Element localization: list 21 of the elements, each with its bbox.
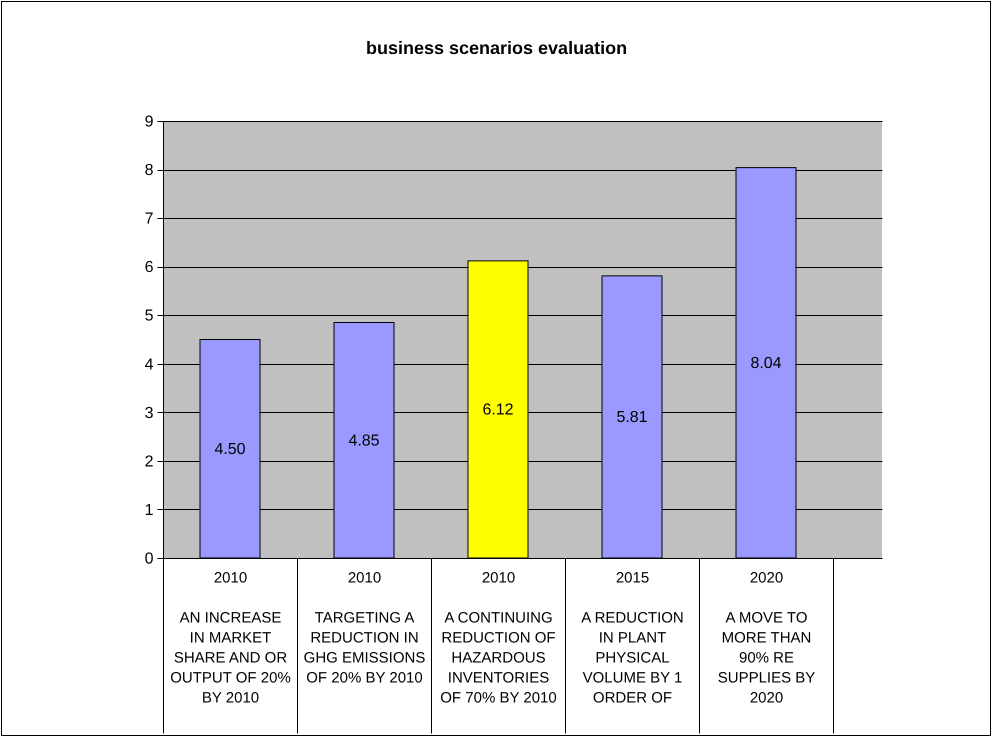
category-label: 2010 TARGETING A REDUCTION IN GHG EMISSIONS OF 20% BY 2010	[304, 570, 426, 686]
y-tick-label: 0	[144, 550, 154, 568]
chart-title: business scenarios evaluation	[366, 38, 628, 58]
data-label: 4.50	[214, 440, 246, 458]
data-label: 4.85	[348, 432, 380, 450]
category-label: 2010 AN INCREASE IN MARKET SHARE AND OR OUTPUT OF 20% BY 2010	[170, 570, 291, 706]
y-tick-label: 5	[144, 308, 154, 325]
y-tick-label: 6	[144, 259, 154, 276]
y-tick-label: 9	[144, 114, 154, 130]
data-label: 6.12	[482, 401, 514, 418]
data-label: 8.04	[750, 354, 782, 372]
y-tick-label: 3	[144, 404, 154, 422]
y-tick-label: 2	[144, 453, 154, 470]
y-tick-label: 4	[144, 356, 154, 374]
y-tick-label: 8	[144, 162, 154, 180]
category-label: 2020 A MOVE TO MORE THAN 90% RE SUPPLIES BY 2020	[718, 570, 816, 706]
data-label: 5.81	[616, 408, 648, 426]
category-label: 2015 A REDUCTION IN PLANT PHYSICAL VOLUME BY 1 ORDER OF	[581, 570, 684, 706]
y-tick-label: 7	[144, 210, 154, 228]
y-tick-label: 1	[144, 502, 154, 519]
category-label: 2010 A CONTINUING REDUCTION OF HAZARDOUS INVENTORIES OF 70% BY 2010	[440, 570, 557, 706]
